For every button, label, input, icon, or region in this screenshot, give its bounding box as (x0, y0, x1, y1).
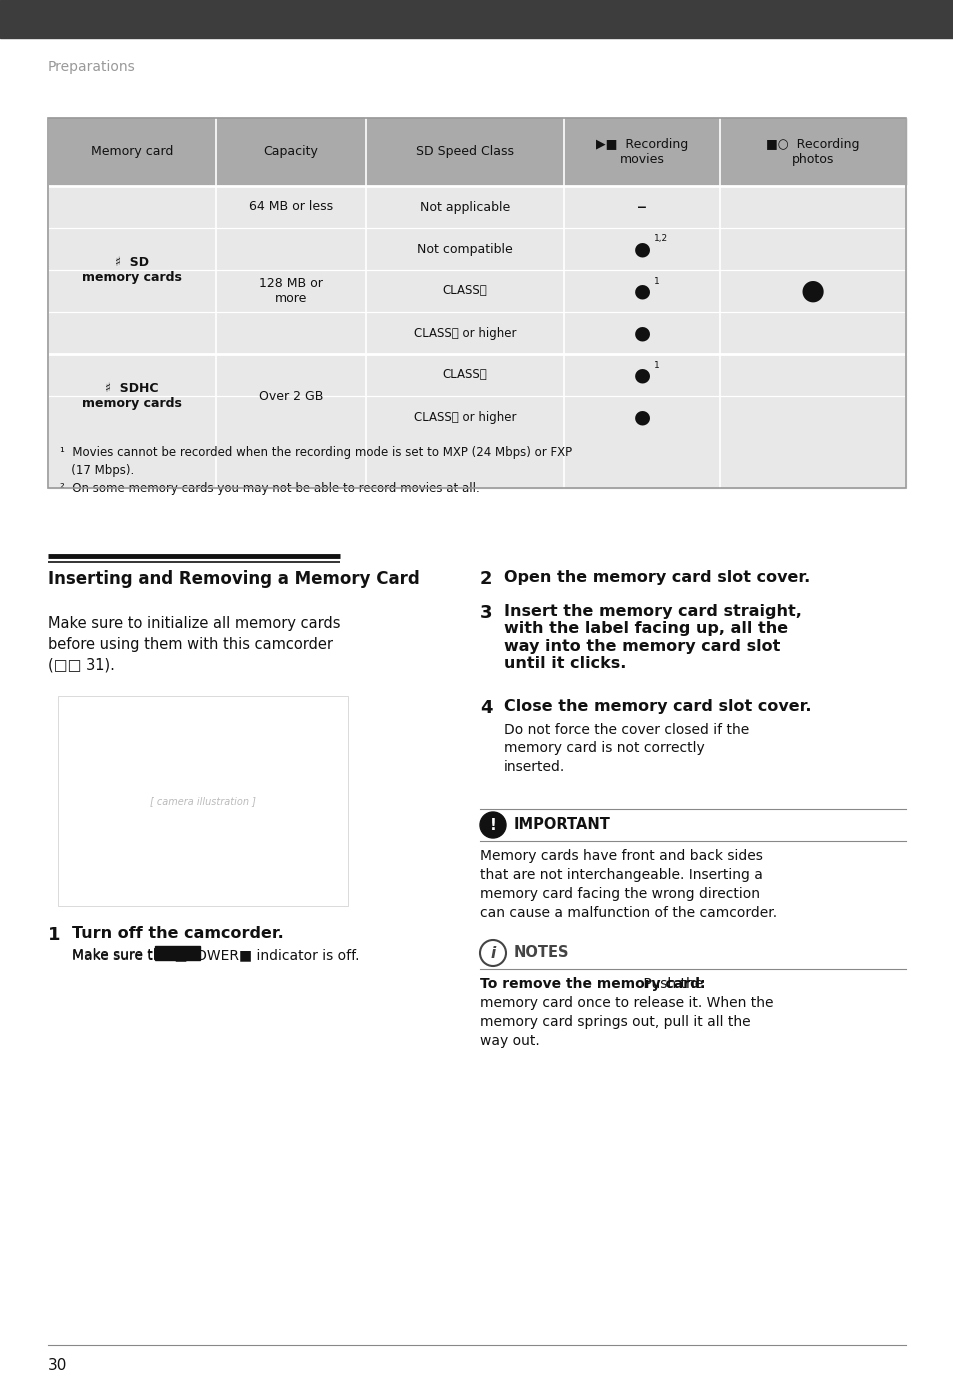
Text: Make sure to initialize all memory cards
before using them with this camcorder
(: Make sure to initialize all memory cards… (48, 616, 340, 673)
Text: Insert the memory card straight,
with the label facing up, all the
way into the : Insert the memory card straight, with th… (503, 604, 801, 672)
Text: 2: 2 (479, 570, 492, 587)
Text: ●: ● (800, 277, 824, 305)
Text: Not compatible: Not compatible (416, 243, 513, 255)
Text: CLASS⓭ or higher: CLASS⓭ or higher (414, 327, 516, 339)
Text: ●: ● (633, 408, 650, 426)
Text: ♯  SD
memory cards: ♯ SD memory cards (82, 256, 182, 284)
Text: Memory cards have front and back sides
that are not interchangeable. Inserting a: Memory cards have front and back sides t… (479, 849, 777, 920)
Text: Inserting and Removing a Memory Card: Inserting and Removing a Memory Card (48, 570, 419, 587)
Text: SD Speed Class: SD Speed Class (416, 146, 514, 159)
Text: 64 MB or less: 64 MB or less (249, 200, 333, 214)
Text: ●: ● (633, 281, 650, 301)
Text: Over 2 GB: Over 2 GB (258, 389, 323, 403)
Text: Close the memory card slot cover.: Close the memory card slot cover. (503, 699, 811, 714)
Text: ●: ● (633, 324, 650, 342)
Text: [ camera illustration ]: [ camera illustration ] (150, 796, 255, 805)
Circle shape (479, 940, 505, 967)
Text: 128 MB or
more: 128 MB or more (259, 277, 323, 305)
Text: !: ! (489, 818, 496, 833)
Bar (0, 0, 953, 39)
Text: 1: 1 (48, 927, 60, 945)
Text: Make sure the: Make sure the (71, 947, 174, 963)
Text: Turn off the camcorder.: Turn off the camcorder. (71, 927, 283, 940)
Text: 3: 3 (479, 604, 492, 622)
Circle shape (479, 812, 505, 838)
Text: ¹  Movies cannot be recorded when the recording mode is set to MXP (24 Mbps) or : ¹ Movies cannot be recorded when the rec… (60, 445, 572, 495)
Text: ▶■  Recording
movies: ▶■ Recording movies (596, 138, 687, 165)
Text: NOTES: NOTES (514, 945, 569, 960)
Text: 4: 4 (479, 699, 492, 717)
Text: Open the memory card slot cover.: Open the memory card slot cover. (503, 570, 809, 585)
Text: Memory card: Memory card (91, 146, 173, 159)
Text: 1,2: 1,2 (654, 234, 667, 244)
Text: IMPORTANT: IMPORTANT (514, 816, 610, 832)
Text: CLASS⓭ or higher: CLASS⓭ or higher (414, 411, 516, 423)
Text: ♯  SDHC
memory cards: ♯ SDHC memory cards (82, 382, 182, 410)
Bar (48, 119, 905, 488)
Text: Not applicable: Not applicable (419, 200, 510, 214)
Text: memory card once to release it. When the
memory card springs out, pull it all th: memory card once to release it. When the… (479, 996, 773, 1048)
Text: Do not force the cover closed if the
memory card is not correctly
inserted.: Do not force the cover closed if the mem… (503, 723, 748, 774)
Text: –: – (637, 197, 646, 217)
Text: POWER: POWER (157, 947, 198, 958)
Text: ■○  Recording
photos: ■○ Recording photos (765, 138, 859, 165)
Text: 1: 1 (654, 360, 659, 370)
Bar (48, 119, 905, 186)
Text: CLASS⓬: CLASS⓬ (442, 368, 487, 382)
Text: 30: 30 (48, 1358, 68, 1373)
Text: ●: ● (633, 365, 650, 385)
Text: i: i (490, 946, 496, 961)
Bar (58, 696, 348, 906)
Text: Preparations: Preparations (48, 61, 135, 74)
Text: To remove the memory card:: To remove the memory card: (479, 976, 705, 992)
Text: ●: ● (633, 240, 650, 258)
Text: Make sure the ■POWER■ indicator is off.: Make sure the ■POWER■ indicator is off. (71, 947, 359, 963)
Text: 1: 1 (654, 277, 659, 285)
Text: Capacity: Capacity (263, 146, 318, 159)
Text: Push the: Push the (638, 976, 702, 992)
Text: CLASS⓬: CLASS⓬ (442, 284, 487, 298)
Bar (48, 119, 905, 488)
